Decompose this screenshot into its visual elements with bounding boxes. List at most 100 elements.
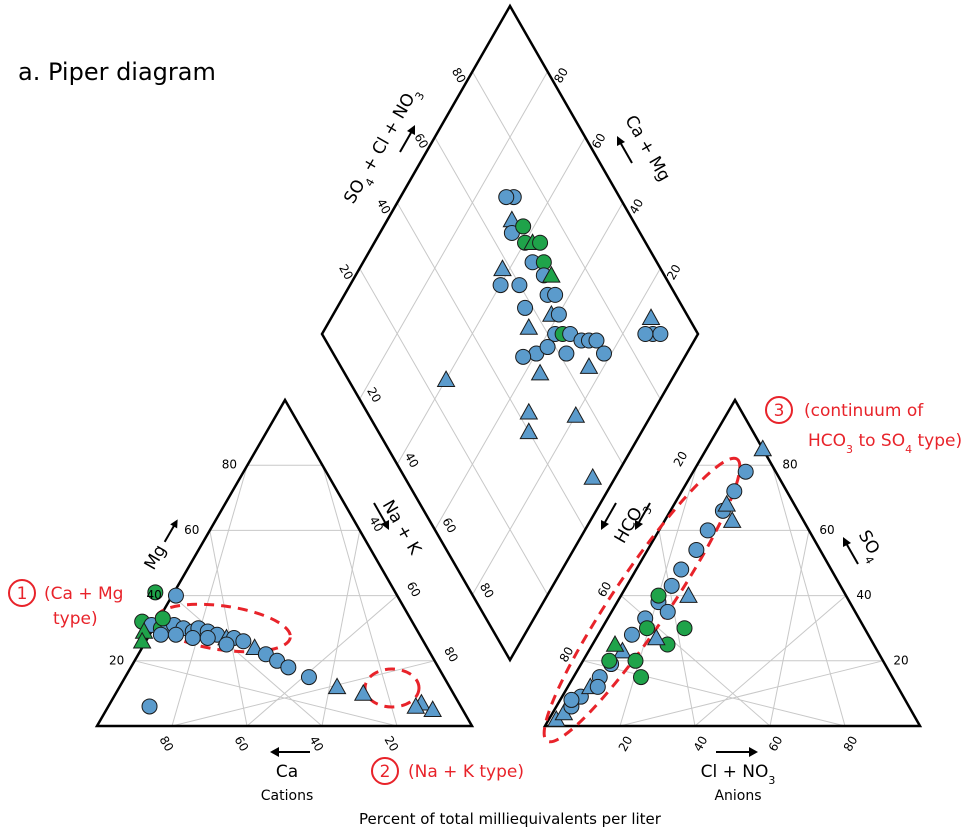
anion-point (688, 541, 705, 558)
cation-point (147, 584, 164, 601)
grid-line (359, 268, 549, 596)
tick-nak: 80 (441, 644, 461, 664)
tick-cl: 40 (691, 734, 711, 754)
anion-point (623, 626, 640, 643)
tick-cl: 80 (841, 734, 861, 754)
axis-hco3-arrowhead-left (601, 520, 609, 530)
axis-diamond-left: SO4 + Cl + NO3 (340, 90, 427, 208)
annotation-1-number: 1 (17, 584, 28, 604)
axis-diamond-right-label: Ca + Mg (620, 112, 674, 185)
tick-diamond-lower: 80 (477, 580, 497, 600)
anions-caption: Anions (714, 788, 761, 804)
anion-point (639, 620, 655, 637)
annotation-2-outline (363, 667, 421, 709)
tick-mg: 20 (109, 653, 124, 667)
axis-ca: Ca Cations (261, 747, 313, 804)
tick-ca: 80 (157, 734, 177, 754)
tick-nak: 40 (366, 514, 386, 534)
grid-line (771, 465, 846, 727)
tick-diamond-right: 60 (589, 131, 609, 151)
axis-hco3-arrows (601, 502, 651, 530)
annotation-1-outline (154, 602, 292, 654)
cation-point (235, 633, 252, 650)
cation-point (199, 629, 216, 646)
annotation-2-number: 2 (380, 762, 391, 782)
diamond-point (515, 348, 532, 365)
diamond-point (547, 286, 564, 303)
diamond-point (539, 339, 556, 356)
cation-point (167, 626, 184, 643)
annotation-3: 3 (continuum of HCO3 to SO4 type) (765, 396, 962, 456)
diamond-point (579, 357, 599, 374)
diamond-point (517, 299, 534, 316)
axis-mg-label: Mg (141, 541, 171, 573)
tick-diamond-lower: 20 (364, 385, 384, 405)
axis-mg-arrowhead (170, 519, 178, 529)
tick-mg: 60 (184, 523, 199, 537)
cation-point (218, 636, 235, 653)
axis-nak-arrowhead (381, 520, 389, 530)
figure-title: a. Piper diagram (18, 58, 216, 86)
data-points (132, 189, 773, 727)
axis-mg-arrow (163, 524, 176, 543)
axis-diamond-right-arrow (619, 141, 633, 164)
tick-ca: 60 (232, 734, 252, 754)
axis-hco3-arrowhead-right (635, 520, 643, 530)
grid-line (321, 530, 361, 727)
diamond-point (519, 402, 539, 420)
grid-line (434, 136, 624, 465)
cations-caption: Cations (261, 788, 313, 804)
annotation-3-line2: HCO3 to SO4 type) (808, 431, 962, 456)
axis-hco3-arrow-left (603, 502, 617, 525)
diamond-point (492, 277, 509, 294)
annotation-1-line2: type) (53, 609, 98, 629)
grid-line (619, 660, 884, 727)
tick-cl: 20 (616, 734, 636, 754)
diamond-point (493, 259, 512, 277)
cation-point (327, 677, 347, 695)
axis-diamond-left-arrowhead (407, 125, 415, 135)
annotation-1-circle (8, 579, 36, 607)
tick-diamond-left: 40 (374, 196, 394, 216)
grid-line (359, 71, 549, 400)
anion-point (722, 511, 742, 528)
anion-point (676, 620, 693, 637)
cation-point (154, 610, 171, 627)
tick-diamond-lower: 40 (402, 450, 422, 470)
grid-line (396, 136, 586, 465)
anion-point (633, 669, 649, 686)
grid-line (434, 202, 624, 530)
tick-diamond-left: 60 (411, 131, 431, 151)
grid-line (171, 660, 435, 727)
axis-mg: Mg (141, 519, 178, 574)
grid-line (246, 595, 398, 727)
diamond-point (436, 370, 456, 387)
diamond-point (596, 345, 612, 362)
tick-nak: 60 (404, 579, 424, 599)
axis-so4-arrowhead (843, 537, 851, 547)
tick-mg: 80 (222, 458, 237, 472)
tick-ca: 40 (307, 734, 327, 754)
diamond-point (566, 405, 586, 423)
diamond-point (550, 306, 567, 323)
axis-cl-arrowhead (749, 747, 758, 757)
axis-diamond-right-arrowhead (617, 136, 625, 146)
cation-point (280, 659, 297, 676)
annotation-2-circle (371, 757, 399, 785)
tick-cl: 60 (766, 734, 786, 754)
diamond-point (519, 422, 539, 440)
cation-point (141, 698, 158, 715)
cation-point (152, 626, 169, 643)
cation-point (167, 587, 184, 604)
grid-line (396, 202, 586, 530)
grid-line (582, 660, 846, 727)
diamond-point (542, 265, 561, 283)
grid-line (694, 595, 847, 727)
grid-line (769, 530, 810, 727)
diamond-point (588, 332, 605, 349)
axis-diamond-left-arrow-group (399, 125, 415, 153)
tick-so4: 20 (893, 653, 908, 667)
cation-point (132, 631, 152, 649)
anion-point (717, 494, 737, 512)
